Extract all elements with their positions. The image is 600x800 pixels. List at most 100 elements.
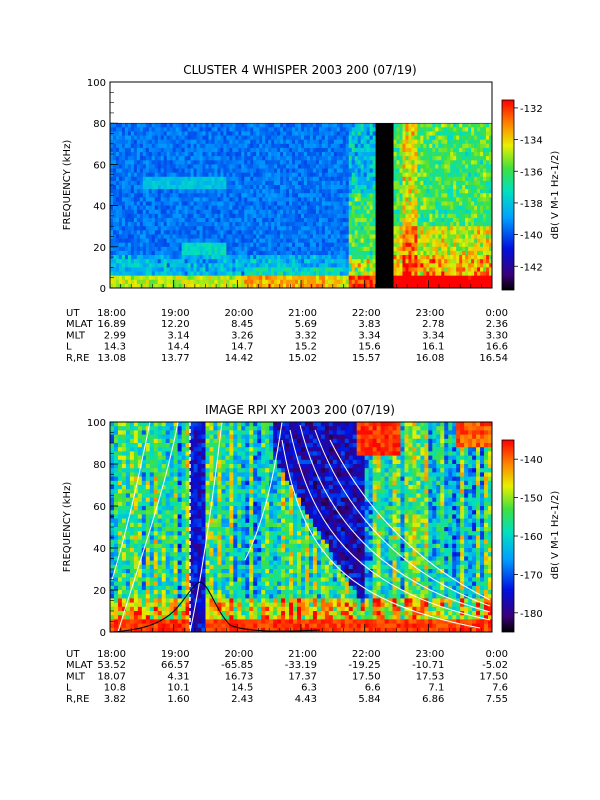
ephemeris-value: 14.42 (225, 353, 254, 364)
colorbar-tick-label: -160 (520, 532, 543, 543)
ephemeris-value: -5.02 (482, 660, 508, 671)
ephemeris-value: 8.45 (231, 319, 253, 330)
overlay-curve (111, 421, 151, 581)
y-tick-label: 80 (93, 119, 106, 130)
colorbar-tick-label: -140 (520, 455, 543, 466)
y-tick-label: 0 (100, 628, 106, 639)
ephemeris-value: 15.2 (295, 342, 317, 353)
ephemeris-row-label: MLT (66, 330, 86, 341)
panel2-overlay-curves (111, 421, 491, 633)
ephemeris-value: 7.1 (428, 683, 444, 694)
ephemeris-value: 19:00 (161, 308, 190, 319)
ephemeris-value: 10.1 (167, 683, 189, 694)
ephemeris-row-label: MLAT (66, 660, 93, 671)
colorbar-tick-label: -132 (520, 104, 543, 115)
panel2-ylabel: FREQUENCY (kHz) (62, 482, 73, 573)
ephemeris-value: -19.25 (348, 660, 380, 671)
ephemeris-value: 22:00 (352, 649, 381, 660)
ephemeris-value: 6.6 (365, 683, 381, 694)
ephemeris-row-label: L (66, 683, 72, 694)
colorbar-tick-label: -138 (520, 199, 543, 210)
overlay-black-curve (111, 581, 321, 633)
ephemeris-value: 14.3 (104, 342, 126, 353)
ephemeris-value: 53.52 (97, 660, 126, 671)
ephemeris-value: 4.31 (167, 671, 189, 682)
panel2-x-axis (109, 624, 493, 632)
colorbar-tick-label: -136 (520, 167, 543, 178)
y-tick-label: 20 (93, 243, 106, 254)
ephemeris-value: 16.73 (225, 671, 254, 682)
ephemeris-value: 7.55 (486, 694, 508, 705)
ephemeris-value: 3.82 (104, 694, 126, 705)
ephemeris-value: 3.34 (422, 330, 444, 341)
panel2-colorbar-ticks: -180 -170 -160 -150 -140 (514, 455, 543, 620)
ephemeris-value: 10.8 (104, 683, 126, 694)
panel2-colorbar-label: dB( V M-1 Hz-1/2) (550, 491, 561, 580)
overlay-curve (289, 429, 491, 621)
ephemeris-value: 3.34 (358, 330, 380, 341)
panel-cluster: CLUSTER 4 WHISPER 2003 200 (07/19) FREQU… (62, 63, 561, 364)
ephemeris-value: 16.89 (97, 319, 126, 330)
overlay-curve (314, 429, 491, 607)
ephemeris-value: 17.53 (416, 671, 445, 682)
colorbar-tick-label: -170 (520, 570, 543, 581)
panel2-y-axis: 0 20 40 60 80 100 (87, 418, 118, 639)
ephemeris-value: 22:00 (352, 308, 381, 319)
ephemeris-value: 66.57 (161, 660, 190, 671)
panel2-colorbar (501, 439, 515, 633)
ephemeris-value: 18:00 (97, 308, 126, 319)
ephemeris-value: 20:00 (225, 308, 254, 319)
colorbar-tick-label: -180 (520, 609, 543, 620)
ephemeris-row-label: UT (66, 649, 80, 660)
ephemeris-value: 1.60 (167, 694, 189, 705)
y-tick-label: 60 (93, 160, 106, 171)
ephemeris-value: 15.6 (358, 342, 380, 353)
ephemeris-value: 17.37 (288, 671, 317, 682)
overlay-curve (244, 421, 283, 561)
y-tick-label: 60 (93, 502, 106, 513)
ephemeris-value: 0:00 (486, 649, 508, 660)
panel1-spectrogram (110, 122, 493, 289)
y-tick-label: 100 (87, 78, 106, 89)
panel1-y-axis: 0 20 40 60 80 100 (87, 78, 118, 295)
ephemeris-value: 18:00 (97, 649, 126, 660)
ephemeris-value: 19:00 (161, 649, 190, 660)
y-tick-label: 100 (87, 418, 106, 429)
overlay-curve (329, 439, 491, 601)
ephemeris-value: 5.69 (295, 319, 317, 330)
colorbar-tick-label: -150 (520, 494, 543, 505)
panel1-ylabel: FREQUENCY (kHz) (62, 140, 73, 231)
ephemeris-row-label: UT (66, 308, 80, 319)
ephemeris-value: 14.5 (231, 683, 253, 694)
panel2-ephemeris-table: UT 18:00 19:00 20:00 21:00 22:00 23:00 0:00 MLAT… (66, 649, 508, 705)
ephemeris-row-label: R,RE (66, 353, 89, 364)
y-tick-label: 80 (93, 460, 106, 471)
y-tick-label: 0 (100, 284, 106, 295)
ephemeris-value: 3.32 (295, 330, 317, 341)
ephemeris-value: 0:00 (486, 308, 508, 319)
ephemeris-value: 14.7 (231, 342, 253, 353)
ephemeris-value: 2.99 (104, 330, 126, 341)
ephemeris-value: 21:00 (288, 649, 317, 660)
colorbar-tick-label: -140 (520, 231, 543, 242)
ephemeris-value: 23:00 (416, 649, 445, 660)
overlay-curve (299, 424, 491, 613)
ephemeris-value: 20:00 (225, 649, 254, 660)
ephemeris-value: 3.14 (167, 330, 189, 341)
ephemeris-value: 3.83 (358, 319, 380, 330)
ephemeris-value: 16.08 (416, 353, 445, 364)
y-tick-label: 40 (93, 202, 106, 213)
y-tick-label: 40 (93, 544, 106, 555)
ephemeris-row-label: L (66, 342, 72, 353)
ephemeris-value: 17.50 (479, 671, 508, 682)
ephemeris-value: 6.3 (301, 683, 317, 694)
panel1-colorbar-label: dB( V M-1 Hz-1/2) (550, 151, 561, 240)
y-tick-label: 20 (93, 586, 106, 597)
panel1-title: CLUSTER 4 WHISPER 2003 200 (07/19) (183, 63, 416, 77)
ephemeris-value: 5.84 (358, 694, 380, 705)
ephemeris-value: 3.26 (231, 330, 253, 341)
ephemeris-value: 15.57 (352, 353, 381, 364)
ephemeris-value: 2.36 (486, 319, 508, 330)
ephemeris-row-label: R,RE (66, 694, 89, 705)
